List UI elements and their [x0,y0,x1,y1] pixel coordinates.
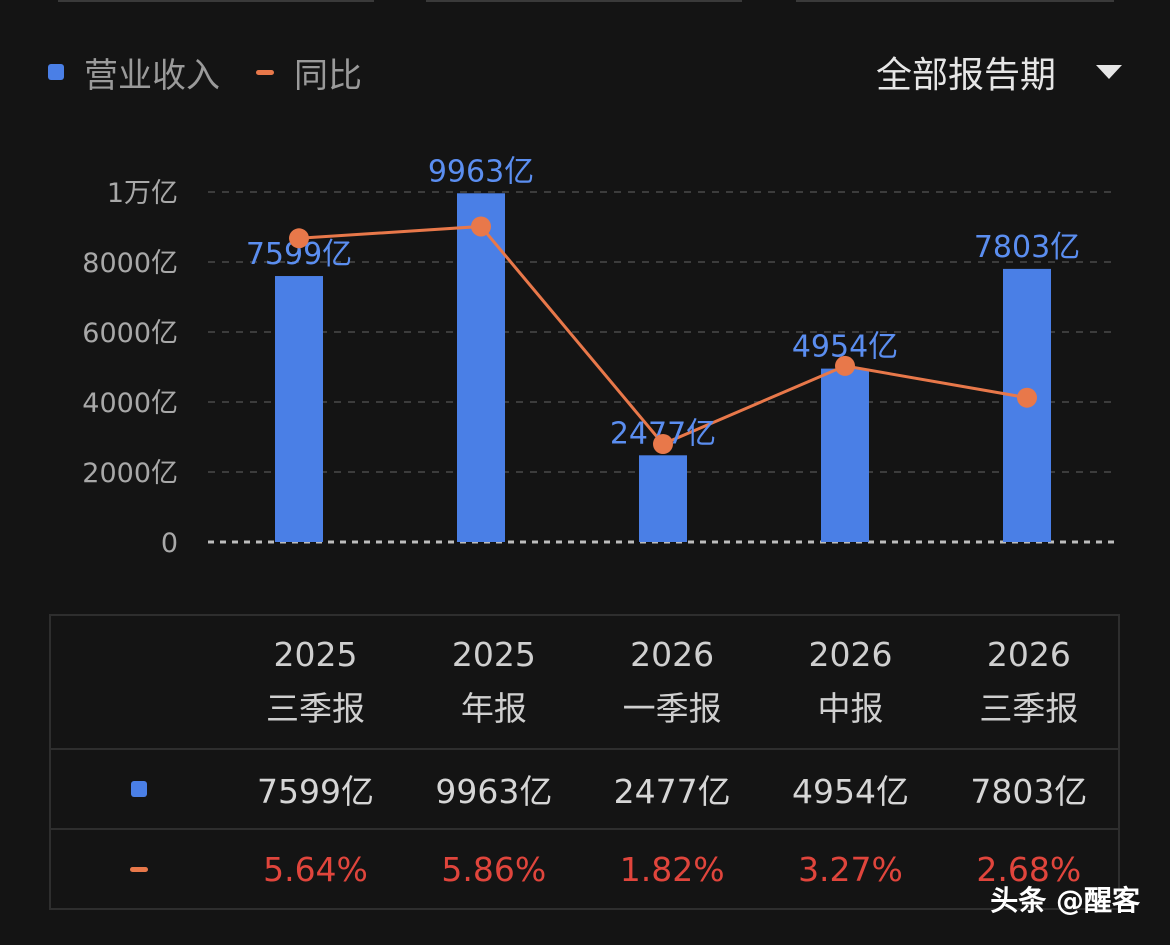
revenue-cell: 2477亿 [613,772,731,811]
table-header-row: 2025 三季报 2025 年报 2026 一季报 2026 中报 2026 三季报 [51,616,1118,750]
caret-down-icon [1096,65,1122,79]
yoy-swatch-icon [256,69,274,75]
header-cell: 2025 三季报 [266,635,365,728]
y-tick-label: 8000亿 [82,248,178,279]
top-tab-2[interactable] [426,0,742,2]
legend-item-yoy[interactable]: 同比 [256,48,362,97]
y-tick-label: 2000亿 [82,458,178,489]
watermark: 头条 @醒客 [990,884,1140,917]
yoy-point [653,434,673,454]
table-row-yoy: 5.64% 5.86% 1.82% 3.27% 2.68% [51,830,1118,908]
yoy-cell: 5.64% [263,849,368,889]
bar-value-label: 9963亿 [428,154,534,189]
header-cell: 2026 三季报 [979,635,1079,728]
yoy-point [471,216,491,237]
revenue-marker-icon [130,781,147,797]
yoy-cell: 2.68% [976,849,1082,889]
revenue-cell: 9963亿 [435,772,553,811]
data-table: 2025 三季报 2025 年报 2026 一季报 2026 中报 2026 三季报 75… [49,614,1120,910]
revenue-swatch-icon [48,64,64,80]
chart-legend: 营业收入 同比 [48,48,398,97]
legend-item-revenue[interactable]: 营业收入 [48,48,220,97]
header-cell: 2026 一季报 [622,635,722,728]
y-tick-label: 6000亿 [82,318,178,349]
bar-value-label: 7803亿 [974,230,1080,265]
y-tick-label: 1万亿 [107,178,178,209]
revenue-cell: 7599亿 [257,772,374,811]
yoy-point [1017,387,1037,408]
y-tick-label: 0 [161,528,178,559]
revenue-cell: 4954亿 [792,772,909,811]
legend-yoy-label: 同比 [294,55,362,96]
yoy-point [835,355,855,376]
header-cell: 2026 中报 [808,635,893,728]
yoy-cell: 3.27% [798,849,903,889]
header-cell: 2025 年报 [451,635,536,728]
revenue-bar [639,455,687,542]
yoy-marker-icon [129,866,148,872]
period-dropdown-label: 全部报告期 [875,55,1056,96]
legend-revenue-label: 营业收入 [84,55,220,96]
top-tab-1[interactable] [58,0,374,2]
revenue-bar [457,193,505,543]
yoy-cell: 1.82% [619,849,725,889]
top-tab-3[interactable] [796,0,1114,2]
yoy-point [289,228,309,249]
period-dropdown[interactable]: 全部报告期 [876,50,1122,96]
revenue-bar [275,276,323,542]
revenue-chart: 02000亿4000亿6000亿8000亿1万亿7599亿9963亿2477亿4… [82,154,1118,559]
revenue-cell: 7803亿 [970,772,1088,811]
yoy-line [298,224,1028,446]
table-row-revenue: 7599亿 9963亿 2477亿 4954亿 7803亿 [51,750,1118,830]
revenue-bar [821,368,869,542]
yoy-cell: 5.86% [441,849,547,889]
y-tick-label: 4000亿 [82,388,178,419]
